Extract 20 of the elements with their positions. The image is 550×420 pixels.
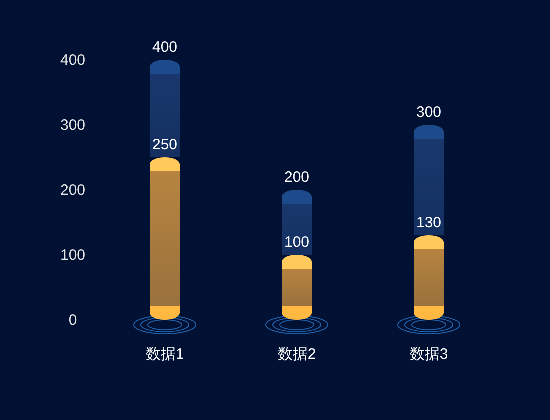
bar: [150, 158, 180, 320]
bar: [414, 125, 444, 236]
total-label: 300: [416, 104, 442, 121]
y-tick-label: 300: [60, 117, 86, 134]
x-tick-label: 数据3: [410, 346, 448, 363]
y-tick-label: 100: [60, 247, 86, 264]
y-tick-label: 0: [68, 312, 78, 329]
x-tick-label: 数据2: [278, 346, 316, 363]
data-label: 100: [284, 234, 310, 251]
x-tick-label: 数据1: [146, 346, 184, 363]
total-label: 400: [152, 39, 178, 56]
y-tick-label: 200: [60, 182, 86, 199]
bar: [150, 60, 180, 158]
data-label: 130: [416, 214, 442, 232]
bar: [282, 190, 312, 255]
bar: [414, 236, 444, 320]
data-label: 250: [152, 136, 178, 154]
y-tick-label: 400: [60, 52, 86, 69]
bar: [282, 255, 312, 320]
total-label: 200: [284, 169, 310, 186]
